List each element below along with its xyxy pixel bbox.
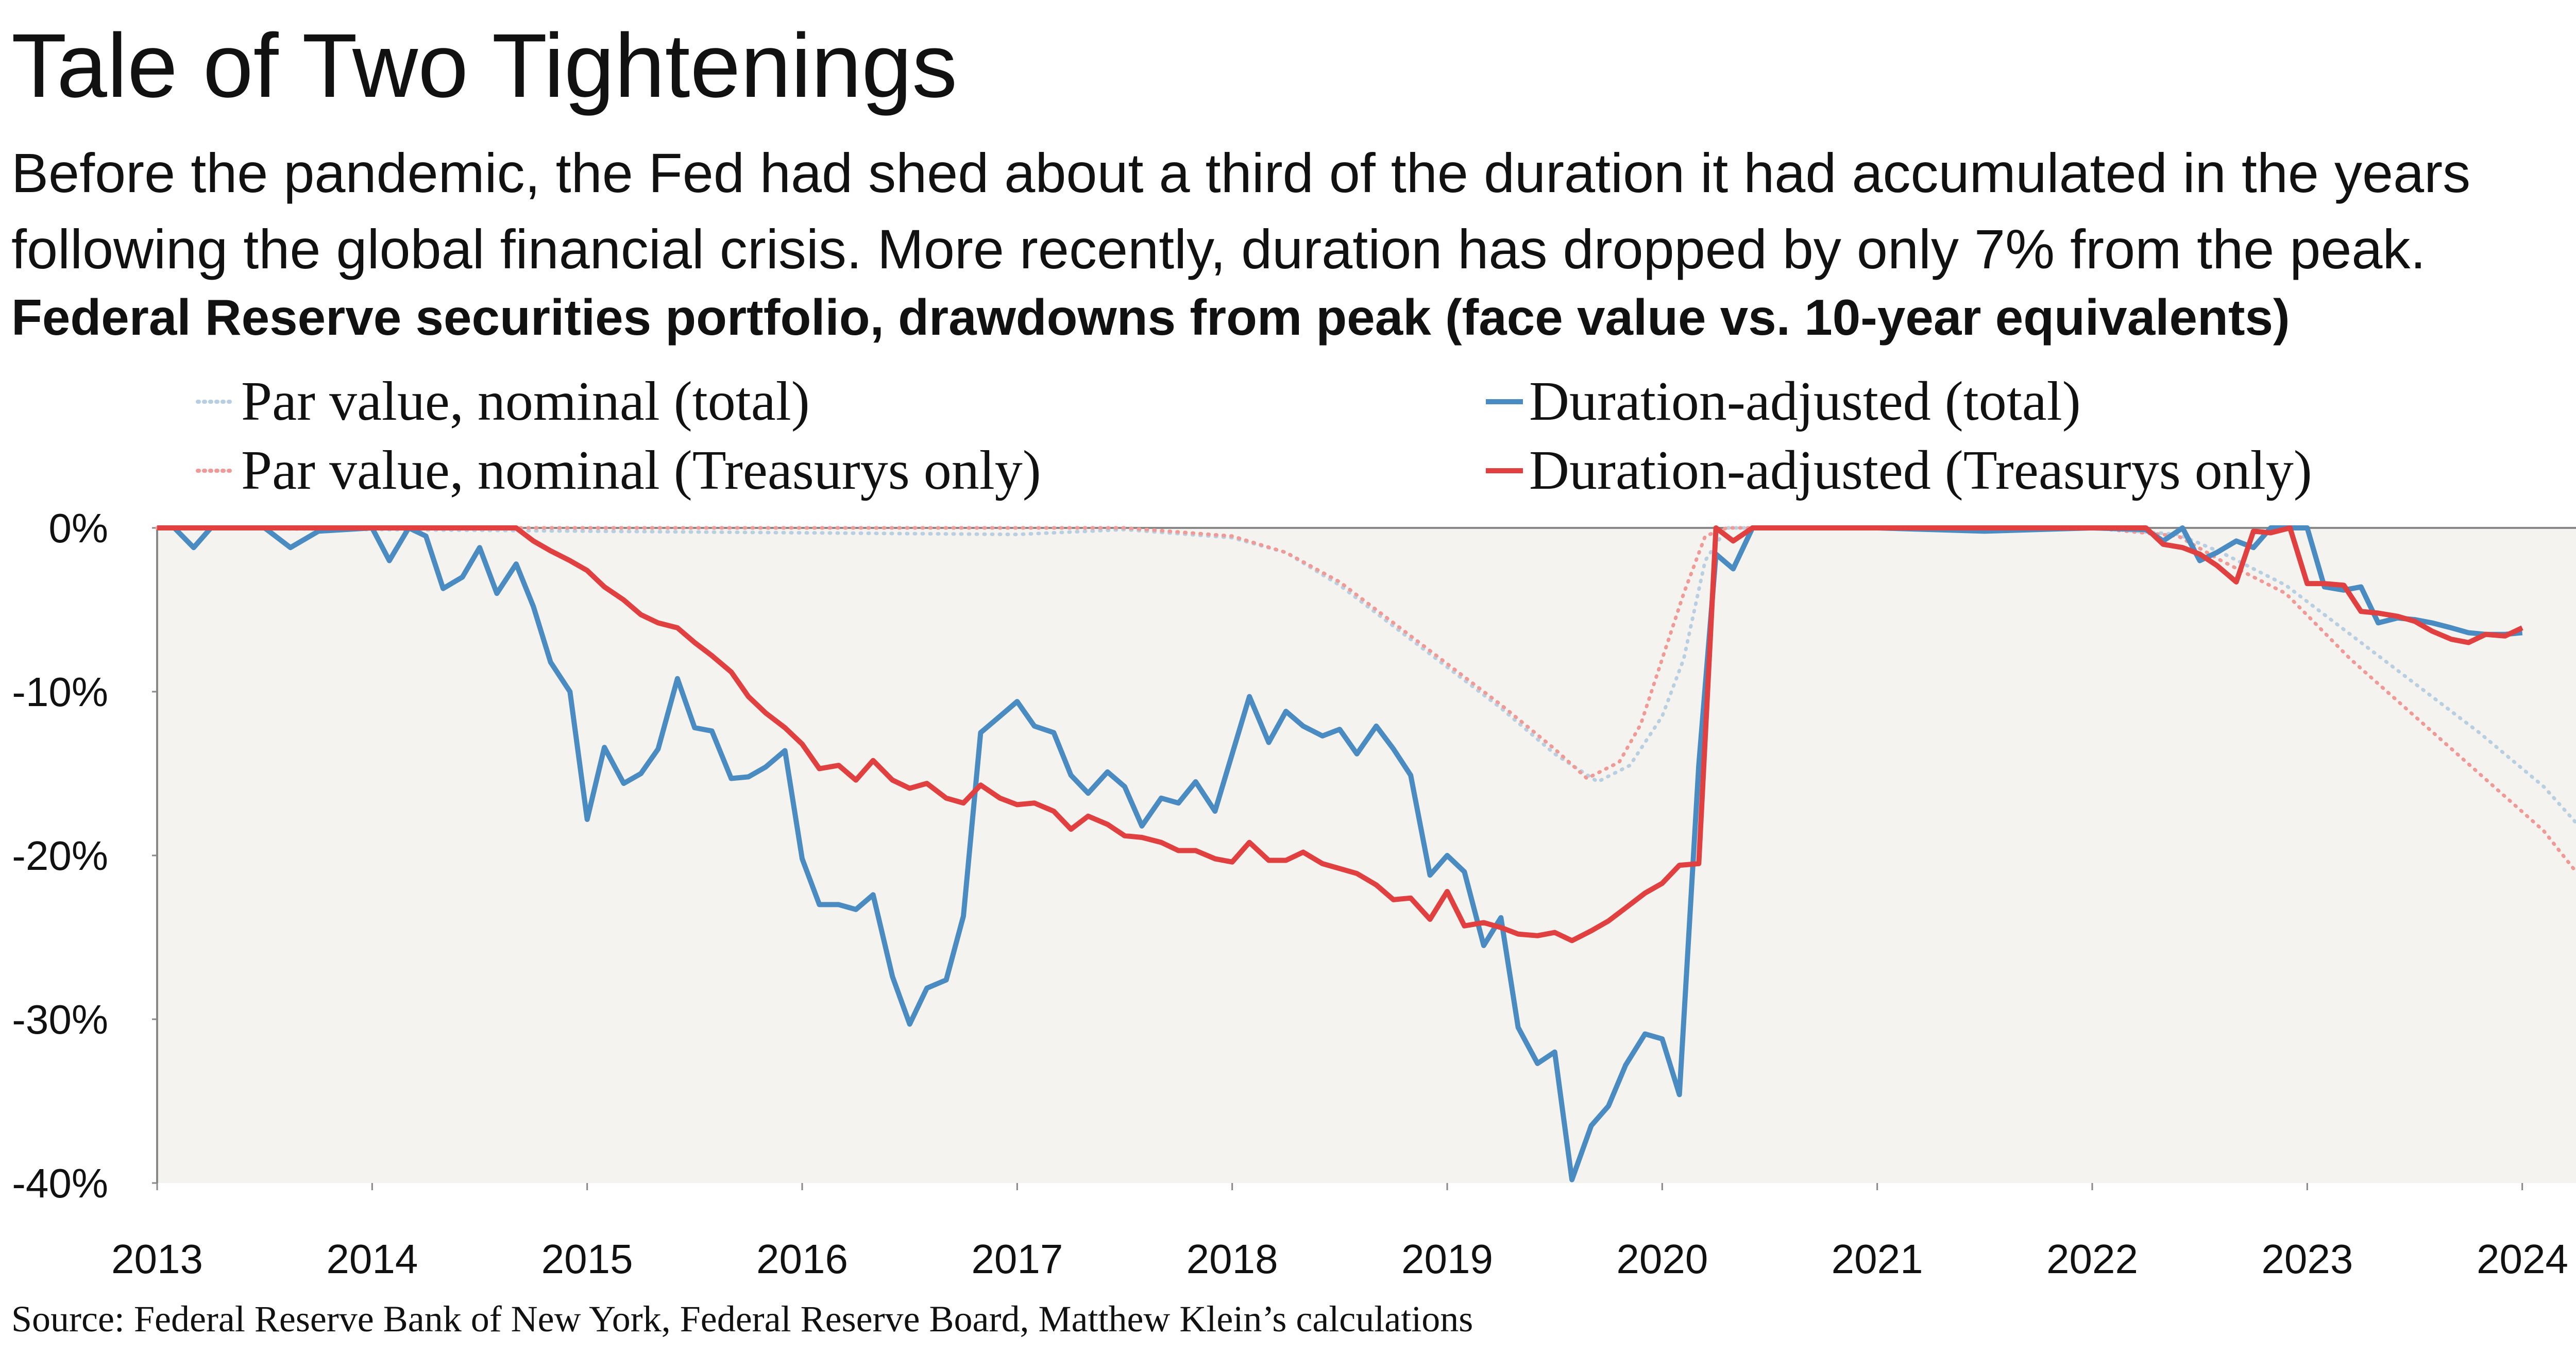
legend-label-par-total: Par value, nominal (total) <box>241 371 810 432</box>
y-tick-label: -30% <box>12 997 108 1042</box>
legend-item-par-total: Par value, nominal (total) <box>196 370 810 434</box>
legend-item-duration-total: Duration-adjusted (total) <box>1484 370 2081 434</box>
chart-heading: Federal Reserve securities portfolio, dr… <box>11 289 2290 346</box>
x-tick-label: 2023 <box>2261 1236 2353 1282</box>
x-tick-label: 2017 <box>971 1236 1063 1282</box>
series-line-par-total <box>155 526 2576 825</box>
legend-swatch-duration-total <box>1486 399 1523 404</box>
chart-title: Tale of Two Tightenings <box>11 15 958 116</box>
x-tick-label: 2014 <box>326 1236 418 1282</box>
legend-swatch-duration-treasurys <box>1486 468 1523 473</box>
legend-swatch-par-treasurys <box>196 469 237 473</box>
chart-subtitle: Before the pandemic, the Fed had shed ab… <box>11 142 2471 280</box>
x-tick-label: 2021 <box>1832 1236 1923 1282</box>
legend-item-par-treasurys: Par value, nominal (Treasurys only) <box>196 439 1041 503</box>
x-tick-label: 2015 <box>541 1236 633 1282</box>
legend-swatch-par-total <box>196 400 237 404</box>
legend-label-duration-treasurys: Duration-adjusted (Treasurys only) <box>1529 440 2312 501</box>
y-tick-label: 0% <box>48 505 108 551</box>
source-note: Source: Federal Reserve Bank of New York… <box>11 1298 1473 1340</box>
x-tick-label: 2018 <box>1187 1236 1278 1282</box>
x-tick-label: 2013 <box>111 1236 203 1282</box>
plot-background <box>157 528 2576 1183</box>
y-tick-label: -20% <box>12 833 108 879</box>
series-line-duration-total <box>157 525 2523 1182</box>
series-line-duration-treasurys <box>157 525 2523 944</box>
x-tick-label: 2022 <box>2046 1236 2138 1282</box>
legend-label-par-treasurys: Par value, nominal (Treasurys only) <box>241 440 1041 501</box>
x-tick-label: 2020 <box>1616 1236 1708 1282</box>
x-tick-label: 2019 <box>1401 1236 1493 1282</box>
y-tick-label: -40% <box>12 1160 108 1206</box>
legend-item-duration-treasurys: Duration-adjusted (Treasurys only) <box>1484 439 2312 503</box>
x-tick-label: 2024 <box>2477 1236 2568 1282</box>
x-tick-label: 2016 <box>756 1236 848 1282</box>
y-tick-label: -10% <box>12 669 108 715</box>
legend-label-duration-total: Duration-adjusted (total) <box>1529 371 2081 432</box>
